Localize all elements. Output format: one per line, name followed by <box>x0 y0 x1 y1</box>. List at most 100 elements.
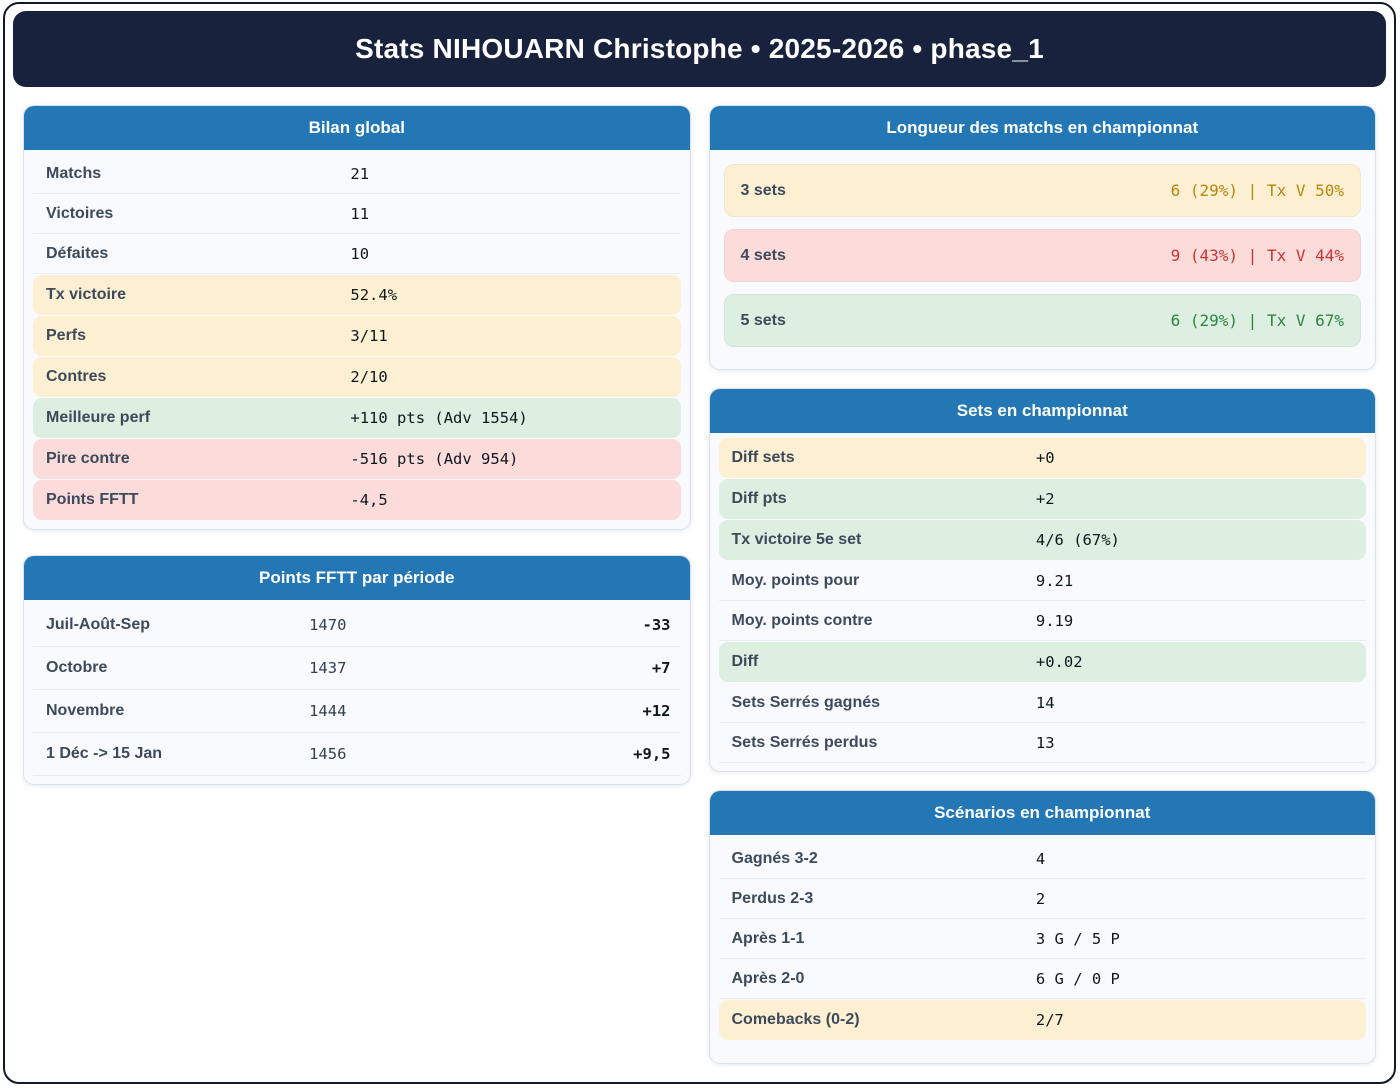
stat-value: 4/6 (67%) <box>1035 531 1120 549</box>
stat-label: Diff <box>731 653 759 670</box>
period-points-delta: +9,5 <box>633 745 671 763</box>
stat-value: +0 <box>1035 449 1055 467</box>
stat-value: -516 pts (Adv 954) <box>350 450 519 468</box>
match-length-label: 3 sets <box>740 181 786 199</box>
stat-label: Matchs <box>46 164 102 182</box>
stat-label: Sets Serrés gagnés <box>731 693 881 711</box>
period-points-delta: +12 <box>642 702 671 720</box>
period-points-delta: +7 <box>651 659 671 677</box>
stat-value: 21 <box>350 164 370 183</box>
period-label: Octobre <box>46 659 108 676</box>
stat-row: Défaites 10 <box>33 234 681 274</box>
stat-row: Tx victoire 52.4% <box>33 275 681 315</box>
match-length-row: 5 sets 6 (29%) | Tx V 67% <box>723 294 1361 347</box>
stat-label: Défaites <box>46 244 109 262</box>
stat-row: Victoires 11 <box>33 194 681 234</box>
stat-value: +0.02 <box>1035 653 1083 671</box>
period-row: Juil-Août-Sep 1470 -33 <box>33 604 681 647</box>
stat-value: 6 G / 0 P <box>1035 969 1120 988</box>
stat-row: Comebacks (0-2) 2/7 <box>718 1000 1366 1040</box>
period-row: 1 Déc -> 15 Jan 1456 +9,5 <box>33 733 681 776</box>
period-points-value: 1456 <box>309 745 347 763</box>
stat-value: 9.21 <box>1035 571 1074 590</box>
match-length-label: 5 sets <box>740 311 786 329</box>
stat-value: 2 <box>1035 889 1046 908</box>
stat-value: 2/7 <box>1035 1011 1064 1029</box>
sets-championnat-rows: Diff sets +0 Diff pts +2 Tx victoire 5e … <box>710 433 1376 771</box>
stat-value: 3 G / 5 P <box>1035 929 1120 948</box>
period-label: Novembre <box>46 702 125 719</box>
match-length-label: 4 sets <box>740 246 786 264</box>
match-length-value: 6 (29%) | Tx V 67% <box>1170 311 1344 330</box>
stat-row: Matchs 21 <box>33 154 681 194</box>
stat-value: 10 <box>350 244 370 263</box>
card-sets-championnat: Sets en championnat Diff sets +0 Diff pt… <box>708 388 1376 772</box>
stat-value: +2 <box>1035 490 1055 508</box>
card-title-longueur-matchs: Longueur des matchs en championnat <box>709 106 1375 150</box>
content-area: Bilan global Matchs 21 Victoires 11 Défa… <box>5 87 1394 1064</box>
app-title: Stats NIHOUARN Christophe • 2025-2026 • … <box>355 33 1044 64</box>
stat-value: -4,5 <box>350 491 388 509</box>
period-points-value: 1470 <box>309 616 347 634</box>
stat-label: Tx victoire <box>46 286 127 303</box>
match-length-row: 3 sets 6 (29%) | Tx V 50% <box>723 164 1361 217</box>
stat-value: +110 pts (Adv 1554) <box>350 409 528 427</box>
longueur-matchs-rows: 3 sets 6 (29%) | Tx V 50% 4 sets 9 (43%)… <box>710 150 1376 369</box>
stat-label: Perfs <box>46 327 87 344</box>
period-row: Octobre 1437 +7 <box>33 647 681 690</box>
card-longueur-matchs: Longueur des matchs en championnat 3 set… <box>708 105 1376 370</box>
stat-row: Après 2-0 6 G / 0 P <box>718 959 1366 999</box>
stat-row: Diff sets +0 <box>718 438 1366 478</box>
stat-row: Sets Serrés gagnés 14 <box>718 683 1366 723</box>
stat-label: Tx victoire 5e set <box>731 531 862 548</box>
stat-row: Sets Serrés perdus 13 <box>718 723 1366 763</box>
stat-row: Perdus 2-3 2 <box>718 879 1366 919</box>
period-points-delta: -33 <box>642 616 671 634</box>
card-points-fftt-periode: Points FFTT par période Juil-Août-Sep 14… <box>23 555 691 785</box>
card-bilan-global: Bilan global Matchs 21 Victoires 11 Défa… <box>23 105 691 530</box>
match-length-value: 6 (29%) | Tx V 50% <box>1170 181 1344 200</box>
stat-label: Diff sets <box>731 449 795 466</box>
period-label: Juil-Août-Sep <box>46 616 150 633</box>
card-title-bilan-global: Bilan global <box>24 106 690 150</box>
stat-label: Comebacks (0-2) <box>731 1011 860 1028</box>
stat-row: Moy. points contre 9.19 <box>718 601 1366 641</box>
stat-label: Contres <box>46 368 107 385</box>
stat-row: Points FFTT -4,5 <box>33 480 681 520</box>
points-fftt-periode-rows: Juil-Août-Sep 1470 -33 Octobre 1437 +7 N… <box>24 600 690 784</box>
stat-value: 3/11 <box>350 327 388 345</box>
stat-row: Gagnés 3-2 4 <box>718 839 1366 879</box>
stat-value: 14 <box>1035 693 1055 712</box>
stat-row: Perfs 3/11 <box>33 316 681 356</box>
bilan-global-rows: Matchs 21 Victoires 11 Défaites 10 Tx vi… <box>24 150 690 529</box>
left-column: Bilan global Matchs 21 Victoires 11 Défa… <box>23 105 691 1064</box>
period-points-value: 1444 <box>309 702 347 720</box>
stat-row: Contres 2/10 <box>33 357 681 397</box>
stat-label: Après 2-0 <box>731 969 805 987</box>
page-frame: Stats NIHOUARN Christophe • 2025-2026 • … <box>3 2 1396 1084</box>
scenarios-championnat-rows: Gagnés 3-2 4 Perdus 2-3 2 Après 1-1 3 G … <box>710 835 1376 1063</box>
stat-label: Moy. points pour <box>731 571 860 589</box>
stat-value: 11 <box>350 204 370 223</box>
card-title-points-fftt-periode: Points FFTT par période <box>24 556 690 600</box>
stat-label: Moy. points contre <box>731 611 873 629</box>
stat-label: Gagnés 3-2 <box>731 849 818 867</box>
right-column: Longueur des matchs en championnat 3 set… <box>708 105 1376 1064</box>
stat-label: Meilleure perf <box>46 409 151 426</box>
stat-value: 4 <box>1035 849 1046 868</box>
period-row: Novembre 1444 +12 <box>33 690 681 733</box>
stat-row: Tx victoire 5e set 4/6 (67%) <box>718 520 1366 560</box>
stat-label: Pire contre <box>46 450 130 467</box>
stat-label: Sets Serrés perdus <box>731 733 878 751</box>
card-scenarios-championnat: Scénarios en championnat Gagnés 3-2 4 Pe… <box>708 790 1376 1064</box>
period-points-value: 1437 <box>309 659 347 677</box>
stat-row: Après 1-1 3 G / 5 P <box>718 919 1366 959</box>
match-length-value: 9 (43%) | Tx V 44% <box>1170 246 1344 265</box>
card-title-sets-championnat: Sets en championnat <box>709 389 1375 433</box>
stat-row: Pire contre -516 pts (Adv 954) <box>33 439 681 479</box>
stat-row: Meilleure perf +110 pts (Adv 1554) <box>33 398 681 438</box>
stat-label: Points FFTT <box>46 491 139 508</box>
stat-value: 13 <box>1035 733 1055 752</box>
stat-value: 2/10 <box>350 368 388 386</box>
stat-label: Diff pts <box>731 490 787 507</box>
